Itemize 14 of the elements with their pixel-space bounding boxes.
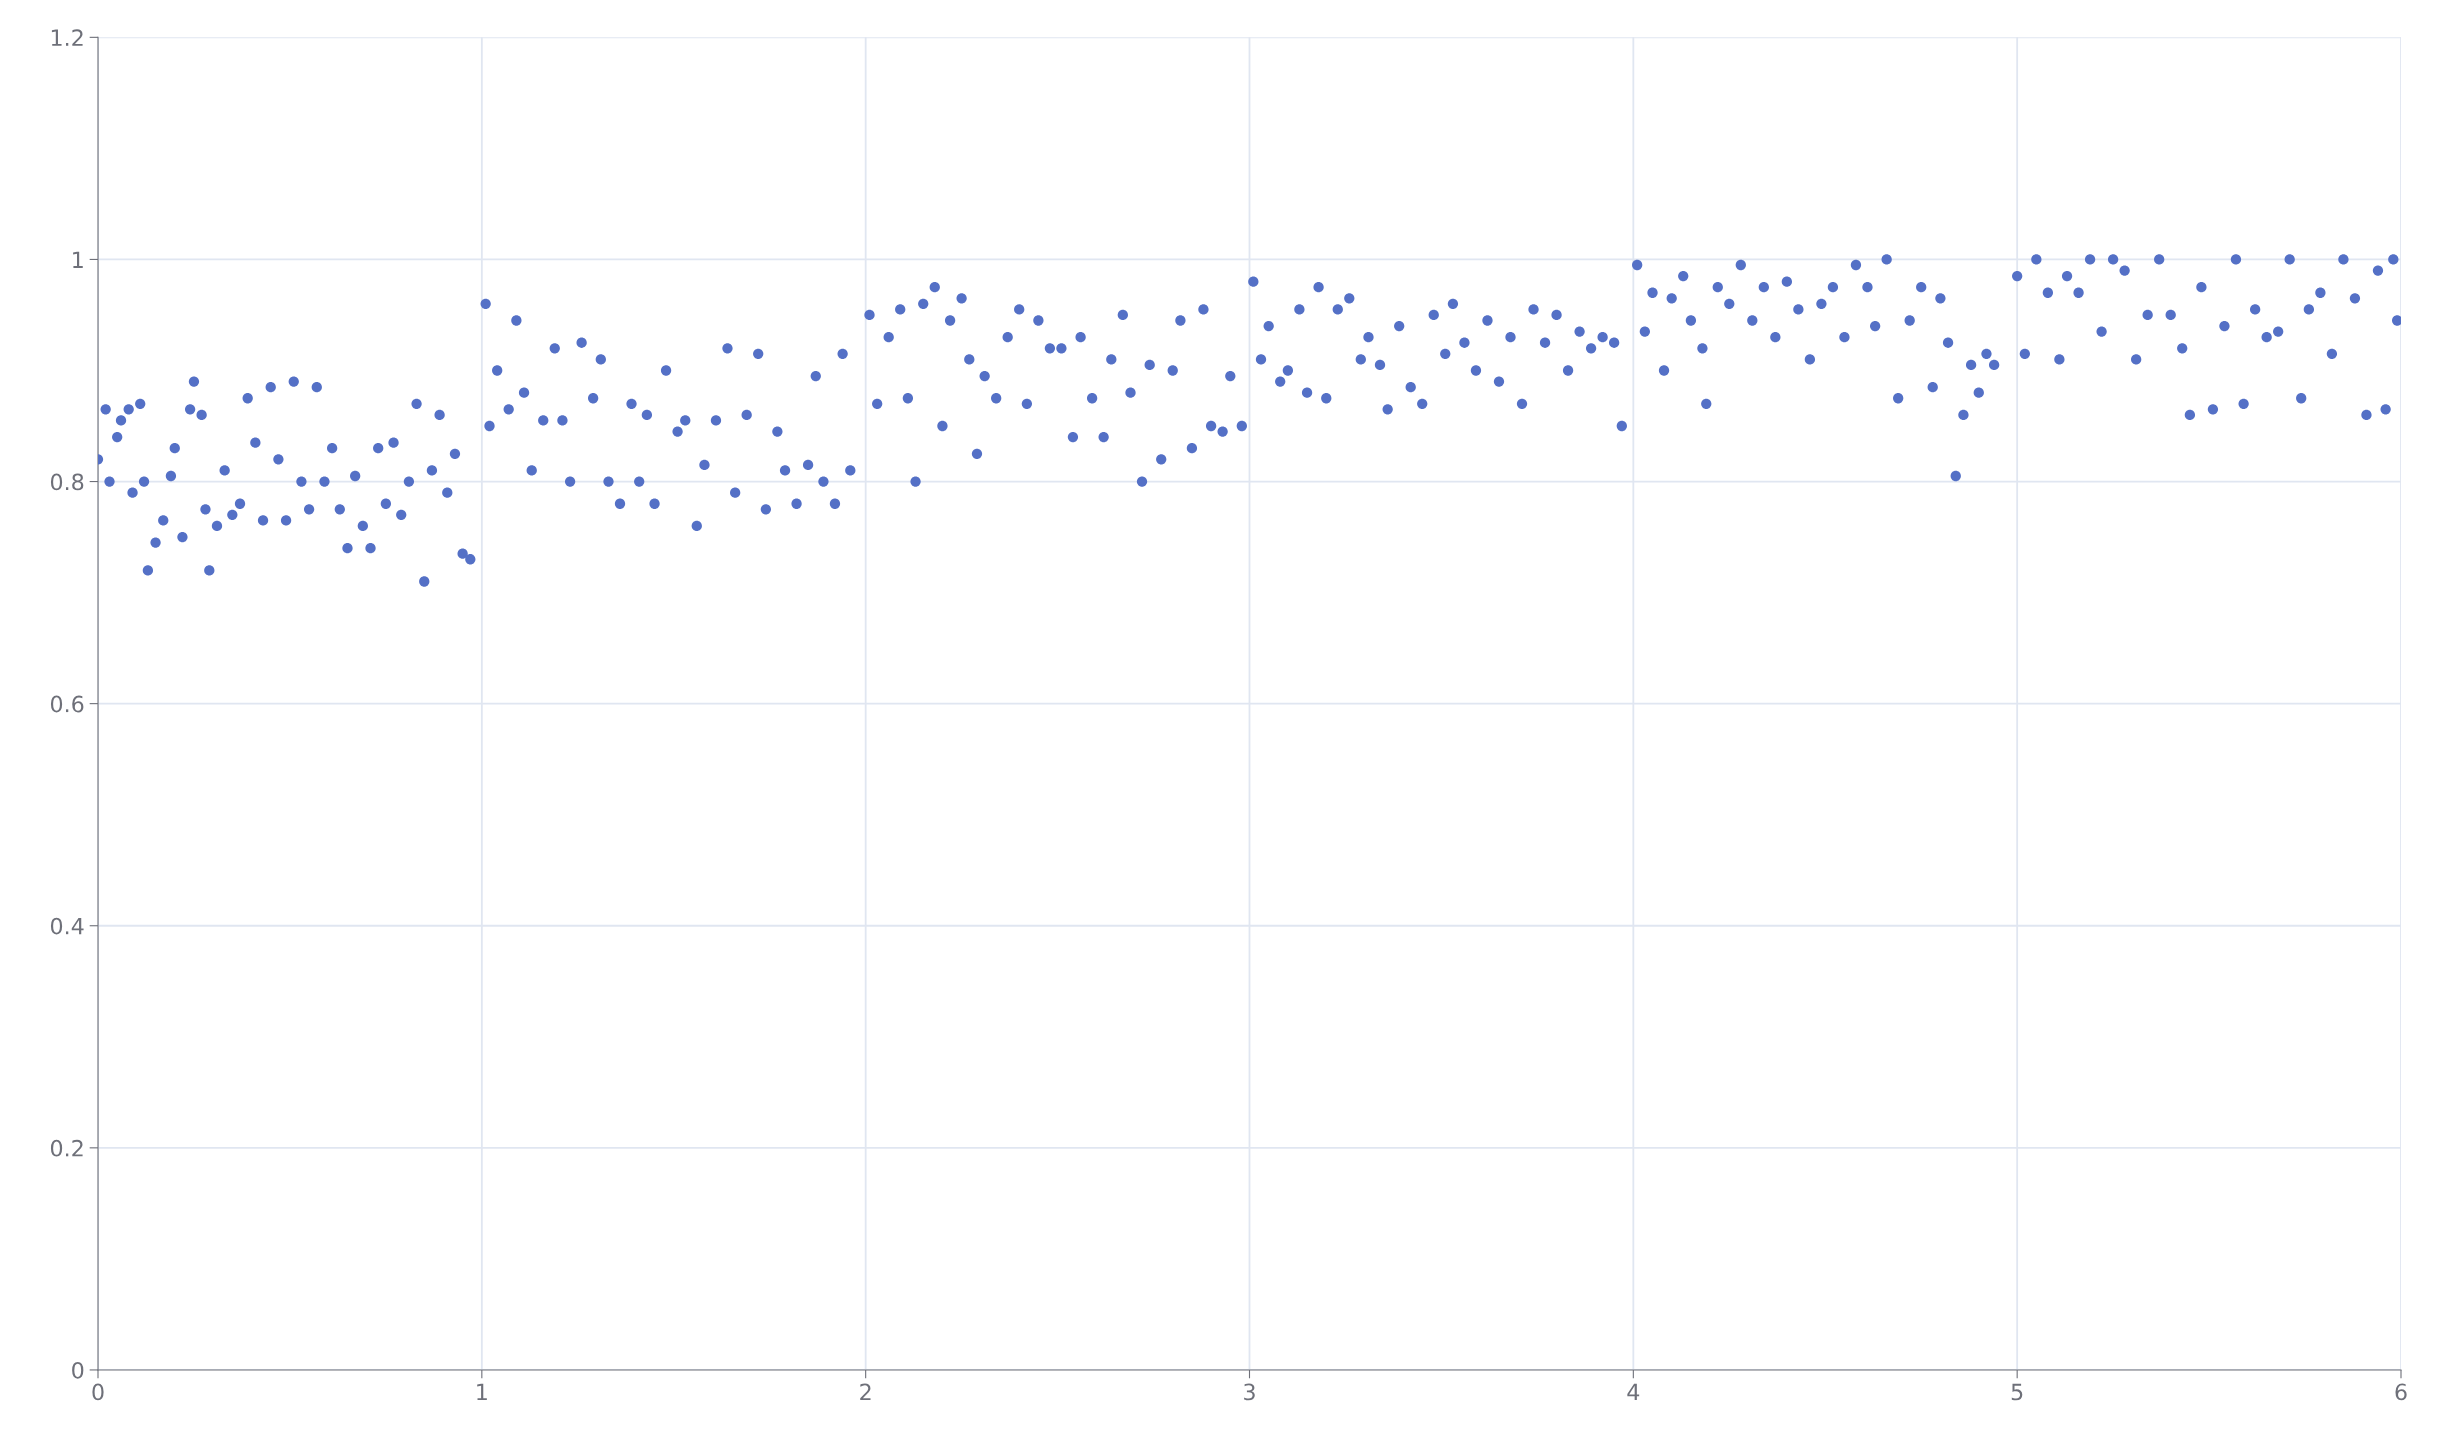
x-tick-label: 3 [1244, 1383, 1255, 1401]
y-tick-label: 0.4 [50, 917, 84, 935]
x-tick-label: 1 [477, 1383, 487, 1401]
y-tick-label: 0.8 [50, 473, 84, 491]
y-tick-label: 1.2 [51, 29, 83, 46]
y-tick-label: 0 [72, 1361, 84, 1379]
y-tick-label: 0.6 [50, 695, 84, 713]
x-tick-label: 0 [92, 1383, 104, 1401]
x-tick-label: 4 [1627, 1383, 1640, 1401]
x-tick-label: 2 [860, 1383, 871, 1401]
x-tick-label: 6 [2395, 1383, 2407, 1401]
y-tick-label: 1 [73, 251, 83, 268]
y-tick-label: 0.2 [50, 1139, 83, 1157]
x-tick-label: 5 [2011, 1383, 2023, 1401]
